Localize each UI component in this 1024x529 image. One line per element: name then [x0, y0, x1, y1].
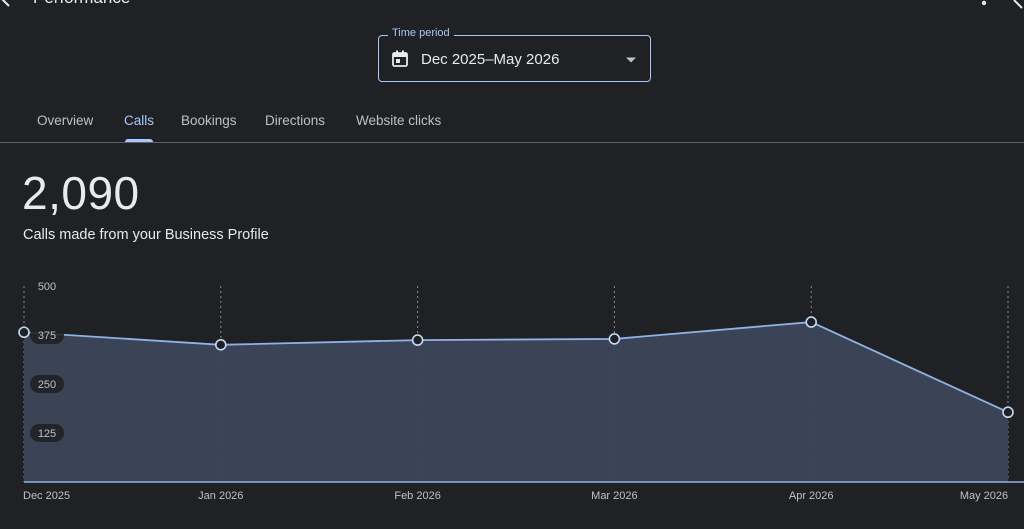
- y-tick-pill-1: [30, 326, 64, 344]
- calls-area-fill: [24, 322, 1008, 482]
- x-tick-label-0: Dec 2025: [23, 490, 70, 502]
- calls-total-caption: Calls made from your Business Profile: [23, 227, 269, 243]
- calls-series-line: [23, 321, 1009, 414]
- data-point-5: [1002, 406, 1014, 419]
- x-tick-label-3: Mar 2026: [591, 490, 637, 502]
- page-title: Performance: [33, 0, 130, 8]
- calendar-icon: [392, 50, 408, 67]
- y-tick-label-1: 375: [38, 330, 56, 342]
- data-point-2: [411, 334, 424, 346]
- x-tick-label-4: Apr 2026: [789, 490, 834, 502]
- data-point-3: [608, 333, 621, 345]
- y-tick-pill-2: [30, 375, 64, 393]
- more-options-icon[interactable]: [976, 0, 992, 10]
- y-tick-label-0: 500: [38, 281, 56, 293]
- data-point-0: [18, 326, 30, 339]
- y-tick-pill-3: [30, 424, 64, 442]
- tab-website-clicks[interactable]: Website clicks: [356, 113, 442, 128]
- dropdown-arrow-icon: [626, 57, 636, 63]
- y-tick-label-2: 250: [38, 379, 56, 391]
- top-bar: Performance: [0, 0, 1024, 10]
- tab-calls[interactable]: Calls: [124, 113, 155, 128]
- active-tab-indicator: [125, 139, 153, 142]
- close-icon[interactable]: [1010, 0, 1024, 10]
- tab-overview[interactable]: Overview: [37, 113, 94, 128]
- x-tick-label-2: Feb 2026: [394, 490, 440, 502]
- time-period-label: Time period: [388, 27, 454, 39]
- time-period-value: Dec 2025–May 2026: [421, 51, 560, 68]
- y-tick-label-3: 125: [38, 428, 56, 440]
- x-tick-label-1: Jan 2026: [198, 490, 243, 502]
- tab-bookings[interactable]: Bookings: [181, 113, 237, 128]
- calls-total-value: 2,090: [22, 167, 140, 219]
- x-tick-label-5: May 2026: [960, 490, 1008, 502]
- back-arrow-icon[interactable]: [0, 0, 14, 10]
- data-point-1: [215, 338, 227, 351]
- tab-bar: Overview Calls Bookings Directions Websi…: [0, 98, 1024, 143]
- data-point-4: [805, 316, 818, 328]
- time-period-select[interactable]: Time period Dec 2025–May 2026: [378, 27, 651, 82]
- tabs-divider: [0, 142, 1024, 143]
- tab-directions[interactable]: Directions: [265, 113, 326, 128]
